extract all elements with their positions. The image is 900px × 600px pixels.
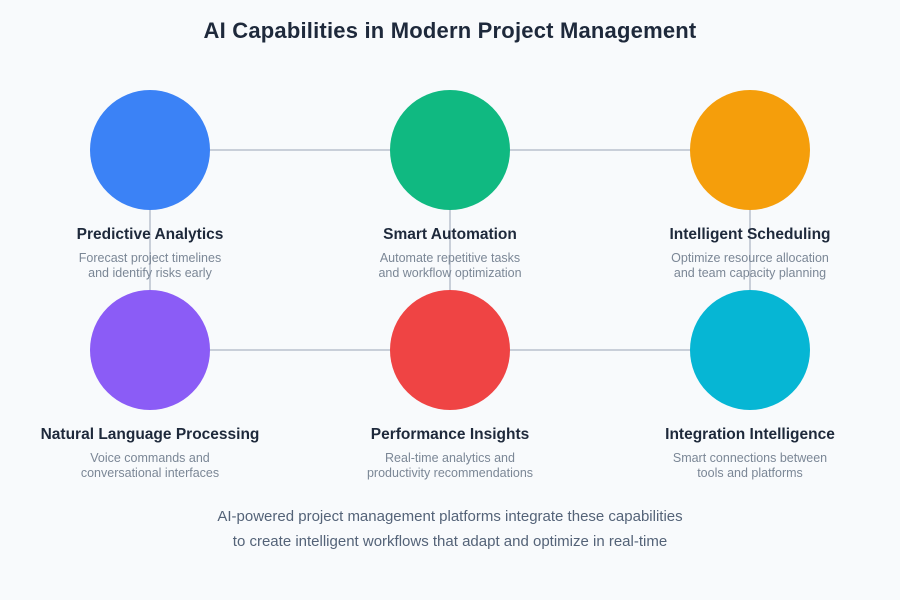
- footer-line2: to create intelligent workflows that ada…: [232, 533, 668, 550]
- capability-desc-line1: Smart connections between: [672, 451, 828, 465]
- page-title: AI Capabilities in Modern Project Manage…: [203, 18, 697, 43]
- performance-insights-circle: [390, 290, 510, 410]
- smart-automation-circle: [390, 90, 510, 210]
- connector-line-column-left: [149, 150, 151, 350]
- capability-title: Predictive Analytics: [76, 226, 224, 243]
- capability-title: Integration Intelligence: [665, 426, 835, 443]
- smart-automation-label-block: Smart Automation Automate repetitive tas…: [300, 225, 600, 281]
- natural-language-processing-circle: [90, 290, 210, 410]
- predictive-analytics-circle: [90, 90, 210, 210]
- predictive-analytics-label-block: Predictive Analytics Forecast project ti…: [0, 225, 300, 281]
- capability-title: Smart Automation: [383, 226, 517, 243]
- capability-title: Natural Language Processing: [40, 426, 260, 443]
- natural-language-processing-label-block: Natural Language Processing Voice comman…: [0, 425, 300, 481]
- capability-desc-line2: and team capacity planning: [673, 266, 827, 280]
- capability-desc-line2: and identify risks early: [88, 266, 212, 280]
- capability-desc-line2: conversational interfaces: [80, 466, 220, 480]
- connector-line-column-center: [449, 150, 451, 350]
- capability-desc-line1: Automate repetitive tasks: [379, 251, 521, 265]
- capability-desc-line1: Real-time analytics and: [385, 451, 515, 465]
- footer-line1: AI-powered project management platforms …: [217, 508, 683, 525]
- capability-desc-line1: Voice commands and: [90, 451, 210, 465]
- capability-desc-line2: productivity recommendations: [366, 466, 534, 480]
- capability-title: Intelligent Scheduling: [669, 226, 831, 243]
- performance-insights-label-block: Performance Insights Real-time analytics…: [300, 425, 600, 481]
- integration-intelligence-circle: [690, 290, 810, 410]
- intelligent-scheduling-label-block: Intelligent Scheduling Optimize resource…: [600, 225, 900, 281]
- connector-line-column-right: [749, 150, 751, 350]
- capability-title: Performance Insights: [370, 426, 530, 443]
- capability-desc-line1: Forecast project timelines: [78, 251, 222, 265]
- footer-note: AI-powered project management platforms …: [0, 504, 900, 554]
- capability-desc-line2: tools and platforms: [697, 466, 803, 480]
- capability-desc-line1: Optimize resource allocation: [671, 251, 829, 265]
- capability-desc-line2: and workflow optimization: [378, 266, 522, 280]
- intelligent-scheduling-circle: [690, 90, 810, 210]
- integration-intelligence-label-block: Integration Intelligence Smart connectio…: [600, 425, 900, 481]
